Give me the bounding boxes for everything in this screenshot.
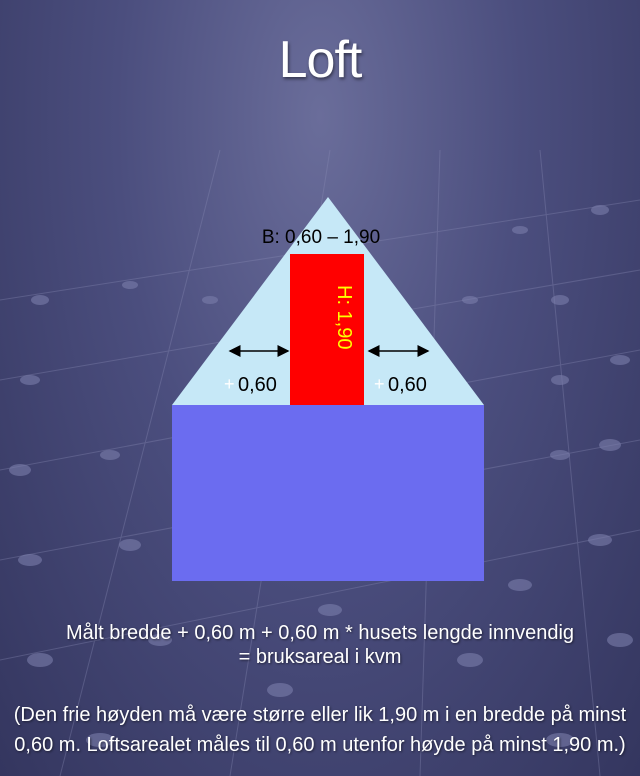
right-offset-label: 0,60 bbox=[388, 374, 427, 396]
left-offset-label: 0,60 bbox=[238, 374, 277, 396]
right-plus-sign: + bbox=[374, 374, 385, 394]
house-body bbox=[172, 405, 484, 581]
formula-line-2: = bruksareal i kvm bbox=[238, 646, 402, 668]
note-line-2: 0,60 m. Loftsarealet måles til 0,60 m ut… bbox=[14, 734, 626, 756]
width-label: B: 0,60 – 1,90 bbox=[262, 227, 380, 248]
formula-line-1: Målt bredde + 0,60 m + 0,60 m * husets l… bbox=[65, 622, 575, 644]
note-line-1: (Den frie høyden må være større eller li… bbox=[13, 704, 627, 726]
height-label: H: 1,90 bbox=[333, 285, 355, 349]
height-zone-rect bbox=[290, 254, 364, 405]
left-plus-sign: + bbox=[224, 374, 235, 394]
slide-title: Loft bbox=[278, 31, 363, 89]
